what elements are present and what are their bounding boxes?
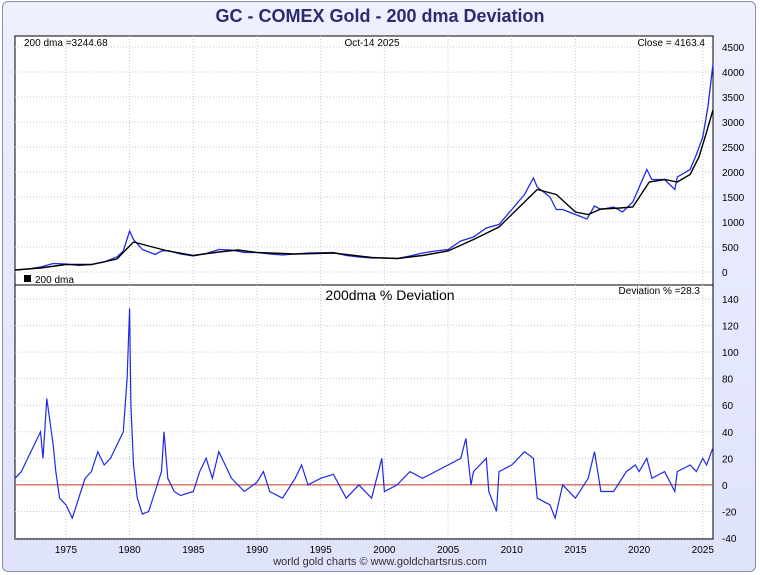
- title-bar: GC - COMEX Gold - 200 dma Deviation: [3, 2, 757, 30]
- deviation-panel-title: 200dma % Deviation: [325, 287, 454, 303]
- x-tick-label: 2005: [437, 545, 460, 556]
- x-tick-label: 2000: [373, 545, 396, 556]
- legend-swatch: [24, 275, 31, 282]
- top-panel-bg: [14, 35, 714, 286]
- bottom-y-ticks: -40 -20 0 20 40 60 80 100 120 140: [722, 295, 739, 545]
- top-y-ticks: 0 500 1000 1500 2000 2500 3000 3500 4000 4500: [722, 43, 745, 279]
- x-tick-label: 1995: [310, 545, 333, 556]
- bottom-y-tick-label: -40: [722, 534, 737, 545]
- date-label: Oct-14 2025: [344, 38, 399, 49]
- top-y-tick-label: 0: [722, 268, 728, 279]
- top-y-tick-label: 1500: [722, 193, 745, 204]
- deviation-value-label: Deviation % =28.3: [619, 286, 701, 297]
- top-y-tick-label: 2500: [722, 143, 745, 154]
- x-tick-label: 1980: [119, 545, 142, 556]
- x-tick-label: 2020: [628, 545, 651, 556]
- close-value-label: Close = 4163.4: [637, 38, 705, 49]
- x-tick-label: 2010: [501, 545, 524, 556]
- deviation-series-line: [14, 308, 714, 521]
- top-y-tick-label: 1000: [722, 218, 745, 229]
- top-y-tick-label: 500: [722, 243, 739, 254]
- bottom-panel-bg: [14, 284, 714, 540]
- top-grid: [15, 36, 713, 285]
- legend-label: 200 dma: [35, 275, 74, 286]
- top-y-tick-label: 3500: [722, 93, 745, 104]
- bottom-y-tick-label: 0: [722, 481, 728, 492]
- top-y-tick-label: 3000: [722, 118, 745, 129]
- x-tick-label: 1990: [246, 545, 269, 556]
- bottom-y-tick-label: 140: [722, 295, 739, 306]
- bottom-y-tick-label: 100: [722, 348, 739, 359]
- footer-credit: world gold charts © www.goldchartsrus.co…: [273, 556, 487, 568]
- top-y-tick-label: 4000: [722, 68, 745, 79]
- dma-series-line: [14, 109, 714, 271]
- x-tick-label: 2015: [564, 545, 587, 556]
- x-ticks: 1975 1980 1985 1990 1995 2000 2005 2010 2015 2020…: [55, 545, 715, 556]
- bottom-y-tick-label: 40: [722, 428, 734, 439]
- bottom-y-tick-label: -20: [722, 507, 737, 518]
- bottom-y-tick-label: 120: [722, 322, 739, 333]
- top-y-tick-label: 4500: [722, 43, 745, 54]
- x-tick-label: 1985: [182, 545, 205, 556]
- chart-title: GC - COMEX Gold - 200 dma Deviation: [215, 6, 545, 26]
- dma-value-label: 200 dma =3244.68: [24, 38, 108, 49]
- bottom-y-tick-label: 60: [722, 401, 734, 412]
- x-tick-label: 1975: [55, 545, 78, 556]
- x-tick-label: 2025: [692, 545, 715, 556]
- bottom-y-tick-label: 80: [722, 375, 734, 386]
- bottom-y-tick-label: 20: [722, 454, 734, 465]
- top-y-tick-label: 2000: [722, 168, 745, 179]
